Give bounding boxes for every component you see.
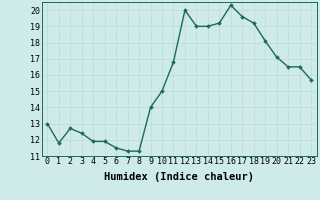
X-axis label: Humidex (Indice chaleur): Humidex (Indice chaleur) (104, 172, 254, 182)
